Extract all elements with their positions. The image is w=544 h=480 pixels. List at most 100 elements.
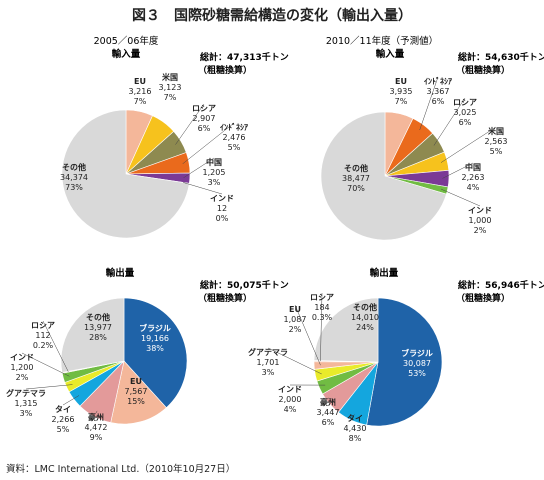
slice-label-china: 中国 2,263 4% <box>462 162 485 192</box>
slice-value: 2,263 <box>462 173 485 182</box>
slice-value: 30,087 <box>403 359 431 368</box>
slice-name: グアテマラ <box>6 388 46 398</box>
leader-line-eu <box>294 304 321 366</box>
pie-chart-import-2010: 2010／11年度（予測値） 輸入量 総計：54,630千トン （粗糖換算） E… <box>320 35 544 241</box>
slice-label-other: その他 38,477 70% <box>342 163 370 193</box>
source-note: 資料：LMC International Ltd.（2010年10月27日） <box>6 463 235 475</box>
leader-line-india <box>182 182 223 195</box>
slice-percent: 5% <box>57 425 70 434</box>
pie-slice-other <box>313 297 379 363</box>
slice-label-thailand: タイ 4,430 8% <box>344 413 367 443</box>
figure-title: 図３ 国際砂糖需給構造の変化（輸出入量） <box>132 7 412 24</box>
pie-slice-eu <box>110 360 167 425</box>
slice-value: 12 <box>217 204 227 213</box>
slice-label-india: インド 12 0% <box>210 194 234 223</box>
slice-name: その他 <box>62 162 86 172</box>
slice-value: 3,447 <box>317 408 340 417</box>
pie-slice-other <box>320 111 447 241</box>
slice-label-indonesia: ｲﾝﾄﾞﾈｼｱ 3,367 6% <box>424 76 452 106</box>
slice-name: インド <box>278 385 302 394</box>
leader-line-china <box>183 157 215 179</box>
slice-name: ブラジル <box>139 323 171 333</box>
slice-name: 豪州 <box>88 412 104 422</box>
slice-name: インド <box>210 194 234 203</box>
slice-label-brazil: ブラジル 30,087 53% <box>401 348 433 378</box>
slice-percent: 2% <box>474 226 487 235</box>
total-label: 総計：50,075千トン <box>200 279 289 291</box>
slice-value: 1,087 <box>284 315 307 324</box>
slice-name: 中国 <box>465 162 481 172</box>
slice-name: その他 <box>353 302 377 312</box>
slice-percent: 4% <box>284 405 297 414</box>
slice-name: その他 <box>344 163 368 173</box>
slice-percent: 7% <box>395 97 408 106</box>
slice-percent: 5% <box>228 143 241 152</box>
slice-percent: 0.2% <box>33 341 54 350</box>
slice-value: 3,025 <box>454 108 477 117</box>
slice-value: 7,567 <box>125 387 148 396</box>
pie-chart-export-2005: 輸出量 総計：50,075千トン （粗糖換算） ブラジル 19,166 38% EU 7… <box>6 267 289 442</box>
pie-slice-other <box>60 297 125 373</box>
leader-line-russia <box>320 292 323 362</box>
slice-name: グアテマラ <box>248 347 288 357</box>
slice-value: 112 <box>35 331 50 340</box>
slice-percent: 3% <box>20 409 33 418</box>
slice-name: ｲﾝﾄﾞﾈｼｱ <box>220 122 248 132</box>
slice-label-russia: ロシア 112 0.2% <box>31 321 55 350</box>
leader-line-russia <box>433 97 466 146</box>
slice-percent: 9% <box>90 433 103 442</box>
slice-percent: 6% <box>432 97 445 106</box>
slice-value: 1,205 <box>203 168 226 177</box>
slice-percent: 53% <box>408 369 426 378</box>
slice-percent: 8% <box>349 434 362 443</box>
slice-percent: 2% <box>16 373 29 382</box>
slice-label-russia: ロシア 3,025 6% <box>453 98 477 127</box>
slice-label-india: インド 1,200 2% <box>10 353 34 382</box>
slice-name: タイ <box>55 404 71 414</box>
leader-line-thailand <box>62 395 80 406</box>
slice-value: 38,477 <box>342 174 370 183</box>
leader-line-indonesia <box>419 76 439 131</box>
slice-value: 34,374 <box>60 173 88 182</box>
slice-label-guatemala: グアテマラ 1,701 3% <box>248 347 288 377</box>
slice-percent: 5% <box>490 147 503 156</box>
slice-percent: 6% <box>459 118 472 127</box>
slice-name: ロシア <box>31 321 55 330</box>
slice-label-other: その他 34,374 73% <box>60 162 88 192</box>
slice-label-india: インド 1,000 2% <box>468 206 492 235</box>
leader-line-guatemala <box>267 347 322 375</box>
slice-value: 4,472 <box>85 423 108 432</box>
slice-value: 3,123 <box>159 83 182 92</box>
total-unit-label: （粗糖換算） <box>198 64 252 76</box>
total-label: 総計：47,313千トン <box>200 51 289 63</box>
pie-chart-import-2005: 2005／06年度 輸入量 総計：47,313千トン （粗糖換算） EU 3,21… <box>60 35 289 239</box>
total-unit-label: （粗糖換算） <box>456 64 510 76</box>
slice-name: EU <box>395 77 407 86</box>
slice-percent: 7% <box>134 97 147 106</box>
slice-label-other: その他 13,977 28% <box>84 312 112 342</box>
pie-subtitle: 輸入量 <box>376 48 405 60</box>
slice-label-usa: 米国 3,123 7% <box>159 72 182 102</box>
pie-slice-brazil <box>123 297 188 409</box>
slice-label-thailand: タイ 2,266 5% <box>52 404 75 434</box>
slice-name: タイ <box>347 413 363 423</box>
slice-percent: 28% <box>89 333 107 342</box>
leader-line-india <box>441 188 481 207</box>
slice-label-eu: EU 3,216 7% <box>129 77 152 106</box>
slice-value: 3,935 <box>390 87 413 96</box>
slice-percent: 6% <box>322 418 335 427</box>
slice-name: ロシア <box>192 104 216 113</box>
leader-line-india <box>21 352 70 377</box>
total-label: 総計：54,630千トン <box>458 51 544 63</box>
slice-name: ロシア <box>453 98 477 107</box>
slice-value: 13,977 <box>84 323 112 332</box>
slice-name: ロシア <box>310 293 334 302</box>
total-unit-label: （粗糖換算） <box>198 292 252 304</box>
pie-slice-brazil <box>366 297 443 427</box>
leader-line-russia <box>42 320 69 372</box>
slice-label-eu: EU 3,935 7% <box>390 77 413 106</box>
pie-chart-export-2010: 輸出量 総計：56,946千トン （粗糖換算） ブラジル 30,087 53%タイ 4… <box>248 267 544 443</box>
slice-name: ブラジル <box>401 348 433 358</box>
slice-percent: 4% <box>467 183 480 192</box>
slice-value: 184 <box>314 303 329 312</box>
